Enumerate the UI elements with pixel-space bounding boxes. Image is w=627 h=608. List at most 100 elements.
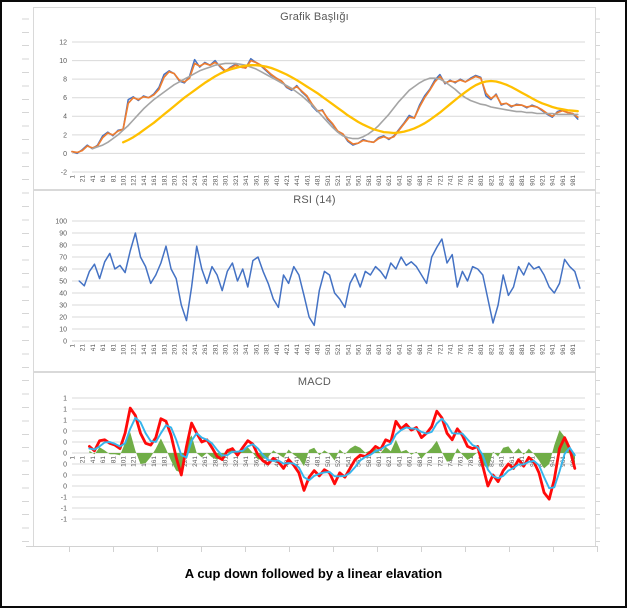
macd-chart-title: MACD — [297, 376, 332, 388]
svg-text:81: 81 — [110, 344, 117, 352]
svg-text:621: 621 — [386, 344, 393, 355]
svg-text:20: 20 — [59, 314, 67, 321]
svg-text:281: 281 — [212, 344, 219, 355]
svg-text:801: 801 — [478, 175, 485, 186]
svg-text:10: 10 — [59, 58, 67, 65]
svg-text:381: 381 — [264, 344, 271, 355]
svg-text:341: 341 — [243, 456, 250, 467]
svg-text:681: 681 — [417, 456, 424, 467]
svg-text:641: 641 — [396, 456, 403, 467]
svg-text:81: 81 — [110, 175, 117, 183]
svg-text:261: 261 — [202, 456, 209, 467]
svg-text:0: 0 — [63, 338, 67, 345]
svg-text:681: 681 — [417, 344, 424, 355]
ma-long-line — [121, 64, 579, 144]
svg-text:881: 881 — [519, 344, 526, 355]
svg-text:921: 921 — [539, 344, 546, 355]
svg-text:101: 101 — [120, 175, 127, 186]
svg-text:781: 781 — [468, 175, 475, 186]
svg-text:381: 381 — [264, 456, 271, 467]
svg-text:521: 521 — [335, 344, 342, 355]
signal-line — [88, 416, 576, 490]
svg-text:401: 401 — [274, 175, 281, 186]
price-chart-panel[interactable]: 12 10 8 6 4 2 0 -2 1 21 41 61 81 101 121 141 161 181 201 22… — [33, 7, 596, 190]
svg-text:0: 0 — [63, 472, 67, 479]
macd-chart-svg: 111000000-1-1-11214161811011211411611812… — [61, 395, 585, 523]
svg-text:21: 21 — [80, 175, 87, 183]
svg-text:161: 161 — [151, 175, 158, 186]
svg-text:10: 10 — [59, 326, 67, 333]
svg-text:321: 321 — [233, 344, 240, 355]
y-axis-labels: 1 1 1 0 0 0 0 0 0 -1 -1 -1 — [61, 395, 67, 523]
svg-text:941: 941 — [550, 456, 557, 467]
macd-chart-panel[interactable]: 111000000-1-1-11214161811011211411611812… — [33, 372, 596, 547]
svg-text:661: 661 — [407, 456, 414, 467]
svg-text:6: 6 — [63, 95, 67, 102]
svg-text:741: 741 — [448, 344, 455, 355]
rsi-chart-panel[interactable]: 100 90 80 70 60 50 40 30 20 10 0 1 21 41 61 81 101 121 141… — [33, 190, 596, 372]
svg-text:0: 0 — [63, 483, 67, 490]
svg-text:541: 541 — [345, 344, 352, 355]
svg-text:941: 941 — [550, 175, 557, 186]
svg-text:561: 561 — [356, 175, 363, 186]
svg-text:601: 601 — [376, 344, 383, 355]
svg-text:30: 30 — [59, 302, 67, 309]
svg-text:521: 521 — [335, 456, 342, 467]
svg-text:21: 21 — [80, 456, 87, 464]
svg-text:181: 181 — [161, 175, 168, 186]
svg-text:501: 501 — [325, 344, 332, 355]
svg-text:261: 261 — [202, 175, 209, 186]
svg-text:61: 61 — [100, 456, 107, 464]
svg-text:961: 961 — [560, 175, 567, 186]
svg-text:921: 921 — [539, 175, 546, 186]
svg-text:90: 90 — [59, 230, 67, 237]
svg-text:-1: -1 — [61, 505, 67, 512]
svg-text:241: 241 — [192, 175, 199, 186]
svg-text:781: 781 — [468, 456, 475, 467]
price-chart-title: Grafik Başlığı — [280, 11, 349, 23]
svg-text:901: 901 — [529, 175, 536, 186]
svg-text:761: 761 — [458, 456, 465, 467]
svg-text:40: 40 — [59, 290, 67, 297]
svg-text:581: 581 — [366, 175, 373, 186]
svg-text:521: 521 — [335, 175, 342, 186]
svg-text:0: 0 — [63, 428, 67, 435]
row-gridline-ticks-right — [593, 6, 600, 546]
svg-text:0: 0 — [63, 461, 67, 468]
svg-text:100: 100 — [55, 218, 67, 225]
svg-text:1: 1 — [63, 417, 67, 424]
column-gridline-ruler — [26, 546, 598, 547]
svg-text:141: 141 — [141, 175, 148, 186]
svg-text:461: 461 — [304, 456, 311, 467]
svg-text:861: 861 — [509, 456, 516, 467]
svg-text:661: 661 — [407, 175, 414, 186]
svg-text:1: 1 — [69, 175, 76, 179]
svg-text:201: 201 — [172, 175, 179, 186]
svg-text:221: 221 — [182, 175, 189, 186]
svg-text:201: 201 — [172, 344, 179, 355]
svg-text:41: 41 — [90, 456, 97, 464]
svg-text:601: 601 — [376, 175, 383, 186]
svg-text:281: 281 — [212, 175, 219, 186]
svg-text:321: 321 — [233, 456, 240, 467]
svg-text:901: 901 — [529, 344, 536, 355]
svg-text:61: 61 — [100, 344, 107, 352]
svg-text:441: 441 — [294, 344, 301, 355]
svg-text:641: 641 — [396, 175, 403, 186]
svg-text:681: 681 — [417, 175, 424, 186]
svg-text:981: 981 — [570, 344, 577, 355]
svg-text:121: 121 — [131, 344, 138, 355]
svg-text:-2: -2 — [61, 169, 67, 176]
svg-text:41: 41 — [90, 175, 97, 183]
svg-text:321: 321 — [233, 175, 240, 186]
svg-text:1: 1 — [63, 406, 67, 413]
svg-text:381: 381 — [264, 175, 271, 186]
svg-text:-1: -1 — [61, 494, 67, 501]
svg-text:361: 361 — [253, 456, 260, 467]
svg-text:0: 0 — [63, 439, 67, 446]
figure-caption: A cup down followed by a linear elavatio… — [184, 566, 443, 581]
